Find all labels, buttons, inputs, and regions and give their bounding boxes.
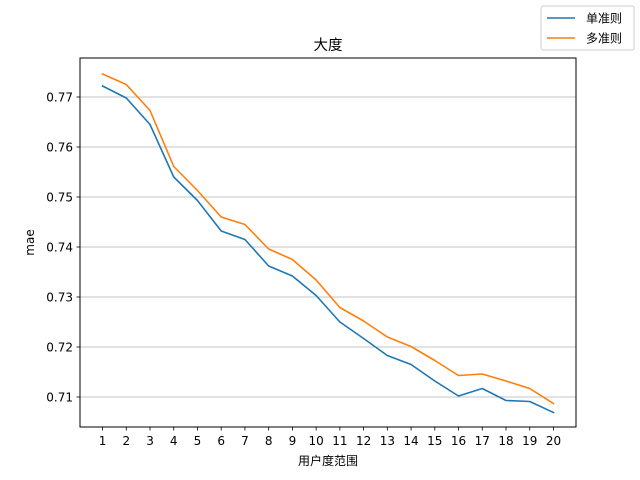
x-tick-label: 8 <box>265 434 273 448</box>
x-tick-label: 12 <box>356 434 371 448</box>
chart-title: 大度 <box>314 37 343 54</box>
x-tick-label: 4 <box>170 434 178 448</box>
x-tick-label: 15 <box>427 434 442 448</box>
series-line-2 <box>103 74 554 404</box>
plot-frame <box>80 58 576 427</box>
grid-lines <box>80 97 576 397</box>
y-axis-label: mae <box>23 229 37 255</box>
x-axis-label: 用户度范围 <box>298 453 358 468</box>
x-tick-label: 11 <box>332 434 347 448</box>
x-tick-label: 10 <box>308 434 323 448</box>
x-tick-label: 5 <box>194 434 202 448</box>
x-tick-label: 17 <box>475 434 490 448</box>
y-tick-label: 0.75 <box>46 190 73 204</box>
y-axis-ticks: 0.71 0.72 0.73 0.74 0.75 0.76 0.77 <box>46 90 80 404</box>
y-tick-label: 0.72 <box>46 340 73 354</box>
x-tick-label: 2 <box>122 434 130 448</box>
x-tick-label: 1 <box>99 434 107 448</box>
y-tick-label: 0.74 <box>46 240 73 254</box>
y-tick-label: 0.77 <box>46 90 73 104</box>
x-tick-label: 18 <box>498 434 513 448</box>
legend-label-1: 单准则 <box>586 11 622 25</box>
y-tick-label: 0.76 <box>46 140 73 154</box>
x-axis-ticks: 1 2 3 4 5 6 7 8 9 10 11 12 13 14 15 16 17 18 19 20 <box>99 427 561 448</box>
y-tick-label: 0.71 <box>46 390 73 404</box>
y-tick-label: 0.73 <box>46 290 73 304</box>
legend-label-2: 多准则 <box>586 31 622 45</box>
x-tick-label: 20 <box>546 434 561 448</box>
x-tick-label: 9 <box>289 434 297 448</box>
x-tick-label: 14 <box>403 434 418 448</box>
x-tick-label: 16 <box>451 434 466 448</box>
x-tick-label: 19 <box>522 434 537 448</box>
series-lines <box>103 74 554 413</box>
x-tick-label: 3 <box>146 434 154 448</box>
x-tick-label: 7 <box>241 434 249 448</box>
x-tick-label: 13 <box>380 434 395 448</box>
series-line-1 <box>103 86 554 413</box>
x-tick-label: 6 <box>217 434 225 448</box>
